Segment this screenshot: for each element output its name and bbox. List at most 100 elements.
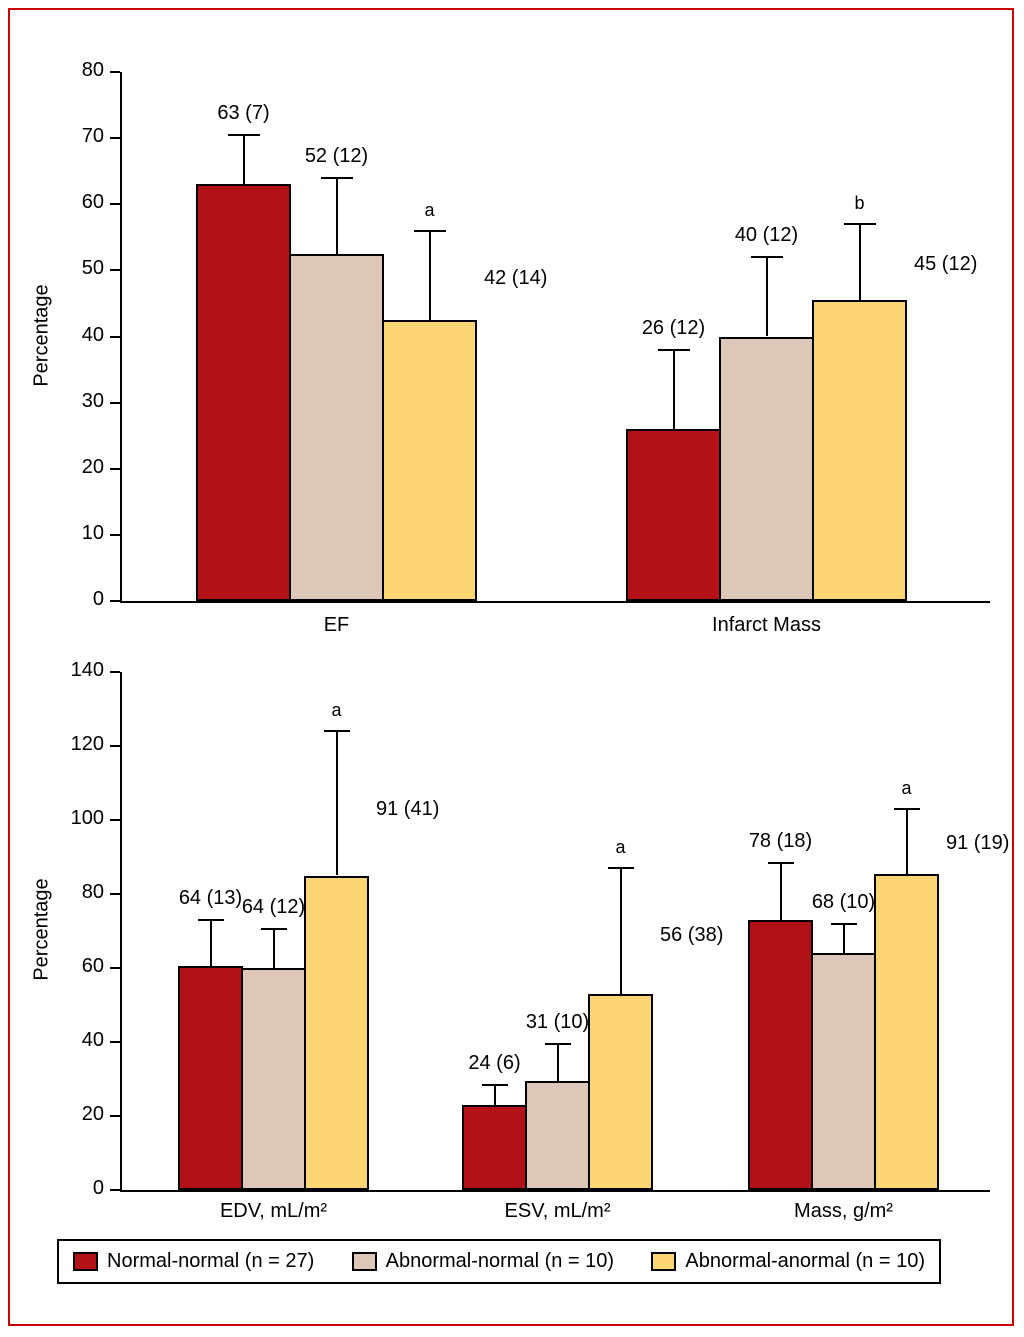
significance-letter: a [424, 199, 435, 220]
y-axis-tick [110, 967, 120, 969]
y-axis [120, 672, 122, 1192]
error-bar-line [242, 134, 245, 185]
value-label: 68 (10) [811, 890, 876, 913]
y-axis [120, 72, 122, 603]
error-bar-cap [481, 1083, 508, 1086]
y-axis-tick-label: 60 [81, 191, 104, 214]
y-axis-tick-label: 20 [81, 1103, 104, 1125]
y-axis-tick [110, 1189, 120, 1191]
y-axis-tick-label: 10 [81, 521, 104, 544]
error-bar-cap [843, 223, 876, 226]
significance-letter: a [615, 837, 626, 858]
error-bar-line [672, 349, 675, 430]
y-axis-tick [110, 467, 120, 470]
legend-label: Abnormal-normal (n = 10) [385, 1250, 615, 1272]
y-axis-tick [110, 893, 120, 895]
y-axis-tick-label: 50 [81, 257, 104, 280]
error-bar-cap [197, 918, 224, 921]
y-axis-tick [110, 533, 120, 536]
error-bar-line [272, 929, 275, 968]
figure-border [8, 8, 1014, 1326]
y-axis-tick [110, 671, 120, 673]
error-bar-cap [320, 176, 353, 179]
bar [241, 968, 306, 1190]
legend-label: Normal-normal (n = 27) [107, 1250, 315, 1272]
y-axis-tick [110, 71, 120, 73]
legend-label: Abnormal-anormal (n = 10) [685, 1250, 925, 1272]
legend-item: Abnormal-anormal (n = 10) [651, 1250, 925, 1273]
error-bar-line [209, 919, 212, 967]
y-axis-tick-label: 120 [70, 733, 104, 755]
legend-swatch [351, 1252, 377, 1271]
value-label: 40 (12) [734, 224, 799, 247]
value-label: 42 (14) [484, 266, 548, 289]
error-bar-cap [750, 256, 783, 259]
error-bar-cap [767, 861, 794, 864]
y-axis-tick [110, 401, 120, 404]
x-axis [120, 1190, 990, 1192]
x-category-label: Infarct Mass [712, 614, 821, 636]
error-bar-cap [607, 867, 634, 870]
value-label: 91 (41) [376, 797, 440, 820]
bar [196, 184, 291, 601]
y-axis-tick-label: 140 [70, 659, 104, 681]
y-axis-tick-label: 20 [81, 455, 104, 478]
error-bar-line [842, 923, 845, 954]
bar [178, 966, 243, 1190]
value-label: 26 (12) [641, 316, 706, 339]
bar [525, 1080, 590, 1190]
legend: Normal-normal (n = 27) Abnormal-normal (n… [57, 1239, 941, 1284]
y-axis-tick-label: 30 [81, 389, 104, 412]
y-axis-tick-label: 0 [92, 588, 104, 610]
error-bar-line [556, 1043, 559, 1081]
bar [382, 319, 477, 601]
error-bar-line [905, 808, 908, 874]
bar [811, 953, 876, 1190]
y-axis-tick-label: 40 [81, 323, 104, 346]
y-axis-tick-label: 60 [81, 955, 104, 977]
error-bar-cap [227, 133, 260, 136]
error-bar-cap [544, 1042, 571, 1045]
value-label: 45 (12) [914, 252, 978, 275]
y-axis-tick-label: 70 [81, 125, 104, 148]
error-bar-line [335, 731, 338, 876]
error-bar-line [858, 224, 861, 301]
y-axis-tick-label: 100 [70, 807, 104, 829]
error-bar-cap [260, 928, 287, 931]
legend-item: Normal-normal (n = 27) [73, 1250, 314, 1273]
value-label: 64 (12) [241, 896, 306, 919]
x-category-label: EF [323, 614, 350, 636]
error-bar-line [428, 230, 431, 320]
value-label: 56 (38) [660, 924, 724, 947]
legend-swatch [73, 1252, 98, 1271]
value-label: 31 (10) [525, 1010, 590, 1033]
y-axis-tick [110, 335, 120, 338]
y-axis-tick [110, 1115, 120, 1117]
error-bar-cap [413, 229, 446, 232]
y-axis-tick [110, 203, 120, 206]
value-label: 63 (7) [217, 101, 270, 124]
bar [462, 1104, 527, 1190]
bar [588, 993, 653, 1190]
error-bar-cap [657, 348, 690, 351]
y-axis-tick [110, 1041, 120, 1043]
legend-item: Abnormal-normal (n = 10) [351, 1250, 615, 1273]
value-label: 91 (19) [946, 831, 1010, 854]
y-axis-tick [110, 819, 120, 821]
y-axis-tick [110, 269, 120, 272]
significance-letter: a [331, 700, 342, 721]
y-axis-tick-label: 80 [81, 881, 104, 903]
y-axis-tick-label: 0 [92, 1177, 104, 1199]
error-bar-line [493, 1084, 496, 1105]
bar [626, 429, 721, 601]
error-bar-line [619, 868, 622, 994]
y-axis-tick-label: 80 [81, 59, 104, 81]
x-category-label: ESV, mL/m² [504, 1200, 611, 1222]
bar [748, 919, 813, 1190]
legend-swatch [651, 1252, 677, 1271]
significance-letter: a [901, 777, 912, 798]
error-bar-cap [323, 730, 350, 733]
y-axis-tick-label: 40 [81, 1029, 104, 1051]
